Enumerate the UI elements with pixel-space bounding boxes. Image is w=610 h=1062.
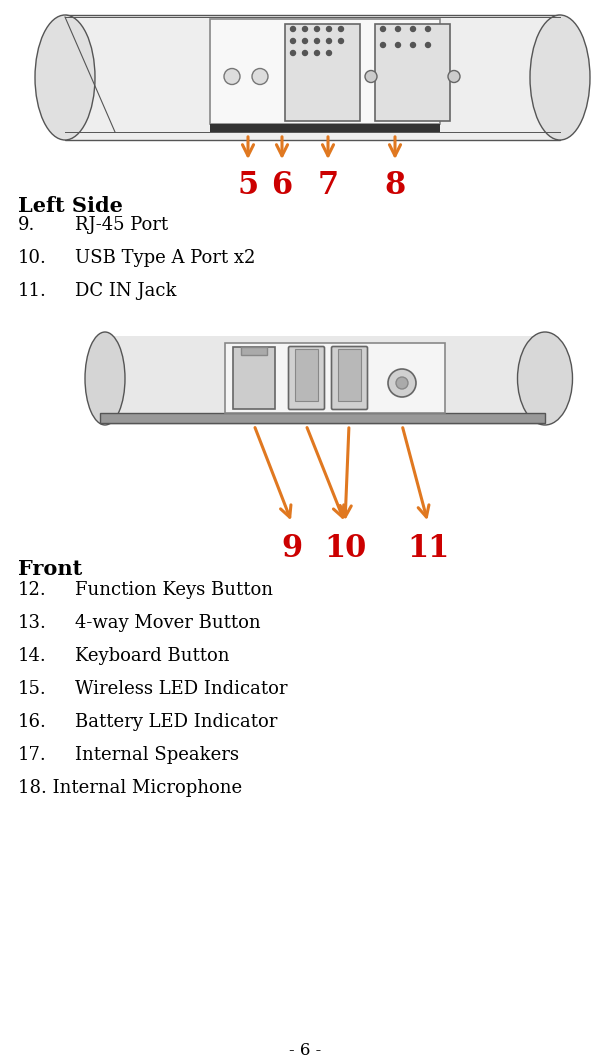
Circle shape	[315, 27, 320, 32]
Ellipse shape	[85, 332, 125, 425]
Circle shape	[303, 38, 307, 44]
Text: Internal Speakers: Internal Speakers	[75, 746, 239, 764]
Circle shape	[303, 51, 307, 55]
Text: 9: 9	[281, 533, 303, 564]
Text: 16.: 16.	[18, 713, 47, 731]
Circle shape	[395, 27, 401, 32]
Text: 8: 8	[384, 170, 406, 201]
Text: USB Type A Port x2: USB Type A Port x2	[75, 249, 256, 267]
Text: Left Side: Left Side	[18, 196, 123, 216]
Circle shape	[381, 27, 386, 32]
Text: 10: 10	[324, 533, 366, 564]
Text: Function Keys Button: Function Keys Button	[75, 581, 273, 599]
Text: 6: 6	[271, 170, 293, 201]
Text: 18. Internal Microphone: 18. Internal Microphone	[18, 780, 242, 796]
Text: 15.: 15.	[18, 680, 47, 698]
Circle shape	[326, 51, 331, 55]
Circle shape	[326, 27, 331, 32]
Circle shape	[224, 69, 240, 85]
Text: RJ-45 Port: RJ-45 Port	[75, 216, 168, 234]
Bar	[100, 328, 545, 336]
Circle shape	[411, 27, 415, 32]
Text: Front: Front	[18, 559, 82, 579]
Bar	[285, 24, 360, 121]
Circle shape	[365, 70, 377, 83]
Text: 5: 5	[237, 170, 259, 201]
Circle shape	[315, 38, 320, 44]
Bar	[295, 349, 318, 401]
Ellipse shape	[530, 15, 590, 140]
Circle shape	[411, 42, 415, 48]
Text: 11: 11	[407, 533, 449, 564]
Text: 7: 7	[317, 170, 339, 201]
Text: - 6 -: - 6 -	[289, 1042, 321, 1059]
Text: DC IN Jack: DC IN Jack	[75, 282, 176, 299]
Text: 9.: 9.	[18, 216, 35, 234]
Circle shape	[315, 51, 320, 55]
Text: 12.: 12.	[18, 581, 47, 599]
Ellipse shape	[35, 15, 95, 140]
Text: Wireless LED Indicator: Wireless LED Indicator	[75, 680, 287, 698]
Text: 17.: 17.	[18, 746, 47, 764]
Circle shape	[396, 377, 408, 389]
FancyBboxPatch shape	[289, 346, 325, 410]
Bar	[375, 24, 450, 121]
Bar	[100, 413, 545, 423]
Circle shape	[426, 27, 431, 32]
Text: 10.: 10.	[18, 249, 47, 267]
Circle shape	[426, 42, 431, 48]
Bar	[338, 349, 361, 401]
Text: 4-way Mover Button: 4-way Mover Button	[75, 614, 260, 632]
Circle shape	[290, 51, 295, 55]
Bar	[225, 343, 445, 413]
Bar	[233, 347, 275, 409]
Circle shape	[326, 38, 331, 44]
Text: 11.: 11.	[18, 282, 47, 299]
FancyBboxPatch shape	[331, 346, 367, 410]
Circle shape	[303, 27, 307, 32]
Circle shape	[381, 42, 386, 48]
Bar	[100, 333, 545, 423]
Text: 13.: 13.	[18, 614, 47, 632]
Text: Battery LED Indicator: Battery LED Indicator	[75, 713, 278, 731]
Text: Keyboard Button: Keyboard Button	[75, 647, 229, 665]
Bar	[65, 15, 560, 140]
Bar	[210, 124, 440, 132]
Circle shape	[252, 69, 268, 85]
Circle shape	[290, 27, 295, 32]
Circle shape	[339, 27, 343, 32]
Circle shape	[388, 369, 416, 397]
Circle shape	[339, 38, 343, 44]
Bar	[210, 19, 440, 124]
Circle shape	[290, 38, 295, 44]
Ellipse shape	[517, 332, 573, 425]
Bar	[241, 347, 267, 355]
Circle shape	[448, 70, 460, 83]
Circle shape	[395, 42, 401, 48]
Text: 14.: 14.	[18, 647, 47, 665]
